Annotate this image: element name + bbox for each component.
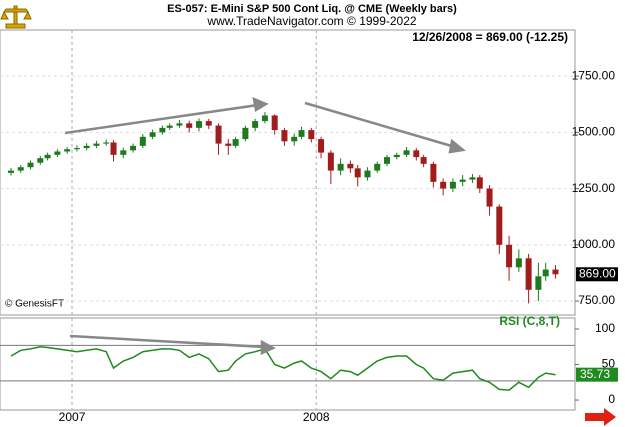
candle-body: [17, 167, 24, 171]
candle-body: [459, 179, 466, 182]
candle-body: [469, 177, 476, 180]
candle-body: [440, 181, 447, 189]
candle-body: [298, 130, 305, 137]
rsi-panel: [0, 317, 576, 411]
candle-body: [83, 145, 90, 149]
candle-body: [318, 139, 325, 153]
last-value-box: [576, 367, 618, 382]
candle-body: [496, 206, 503, 245]
candle-body: [139, 136, 146, 146]
candle-body: [37, 158, 44, 163]
candle-body: [281, 130, 288, 142]
candle-body: [195, 121, 202, 128]
chart-subtitle: www.TradeNavigator.com © 1999-2022: [206, 14, 416, 28]
candle-body: [337, 163, 344, 171]
last-value-label: 35.73: [580, 367, 610, 381]
price-panel: [0, 29, 576, 316]
candle-body: [364, 170, 371, 178]
candle-body: [383, 157, 390, 164]
candle-body: [515, 258, 522, 268]
candle-body: [525, 258, 532, 290]
candle-body: [166, 125, 173, 128]
candle-body: [110, 142, 117, 155]
x-tick-label: 2007: [59, 410, 86, 424]
candle-body: [271, 115, 278, 131]
candle-body: [54, 151, 61, 155]
y-tick-label: 1500.00: [572, 125, 616, 139]
watermark: © GenesisFT: [5, 299, 64, 310]
candle-body: [7, 170, 14, 173]
trend-arrows: [64, 96, 466, 355]
candle-body: [64, 149, 71, 152]
candle-body: [44, 154, 51, 159]
candle-body: [486, 188, 493, 207]
candle-body: [225, 143, 232, 146]
y-tick-label: 750.00: [578, 293, 615, 307]
candle-body: [73, 148, 80, 150]
scroll-arrow[interactable]: [585, 408, 616, 426]
candle-body: [261, 115, 268, 122]
candle-body: [506, 244, 513, 268]
logo: [0, 5, 32, 29]
last-price-box: [576, 267, 618, 282]
candle-body: [176, 123, 183, 126]
candle-body: [449, 181, 456, 189]
candle-body: [130, 145, 137, 151]
candle-body: [327, 152, 334, 171]
candle-body: [120, 150, 127, 155]
candle-body: [403, 150, 410, 155]
y-tick-label: 100: [595, 321, 615, 335]
candle-body: [535, 276, 542, 290]
candle-body: [159, 127, 166, 133]
candle-body: [354, 168, 361, 178]
candle-body: [242, 127, 249, 140]
candle-body: [103, 142, 110, 144]
y-tick-label: 1000.00: [572, 237, 616, 251]
candle-body: [252, 121, 259, 128]
y-tick-label: 50: [602, 357, 616, 371]
candle-body: [374, 163, 381, 171]
candle-body: [476, 177, 483, 189]
legend-label: RSI (C,8,T): [499, 314, 560, 328]
candle-body: [205, 121, 212, 126]
candle-body: [393, 154, 400, 158]
candle-body: [420, 157, 427, 164]
x-tick-label: 2008: [303, 410, 330, 424]
candle-body: [149, 132, 156, 137]
price-readout: 12/26/2008 = 869.00 (-12.25): [412, 30, 568, 44]
last-price-label: 869.00: [579, 266, 616, 280]
candle-body: [232, 139, 239, 146]
y-tick-label: 0: [608, 392, 615, 406]
candle-body: [27, 162, 34, 168]
y-tick-label: 1750.00: [572, 68, 616, 82]
candle-body: [542, 269, 549, 277]
candle-body: [552, 269, 559, 275]
candle-body: [291, 136, 298, 142]
y-tick-label: 1250.00: [572, 181, 616, 195]
candle-body: [413, 150, 420, 158]
candle-body: [93, 143, 100, 146]
candle-body: [186, 123, 193, 128]
candle-body: [308, 130, 315, 140]
candle-body: [347, 163, 354, 169]
candle-body: [430, 163, 437, 182]
chart-title: ES-057: E-Mini S&P 500 Cont Liq. @ CME (…: [167, 3, 457, 15]
candle-body: [215, 125, 222, 144]
rsi-line: [10, 346, 556, 391]
